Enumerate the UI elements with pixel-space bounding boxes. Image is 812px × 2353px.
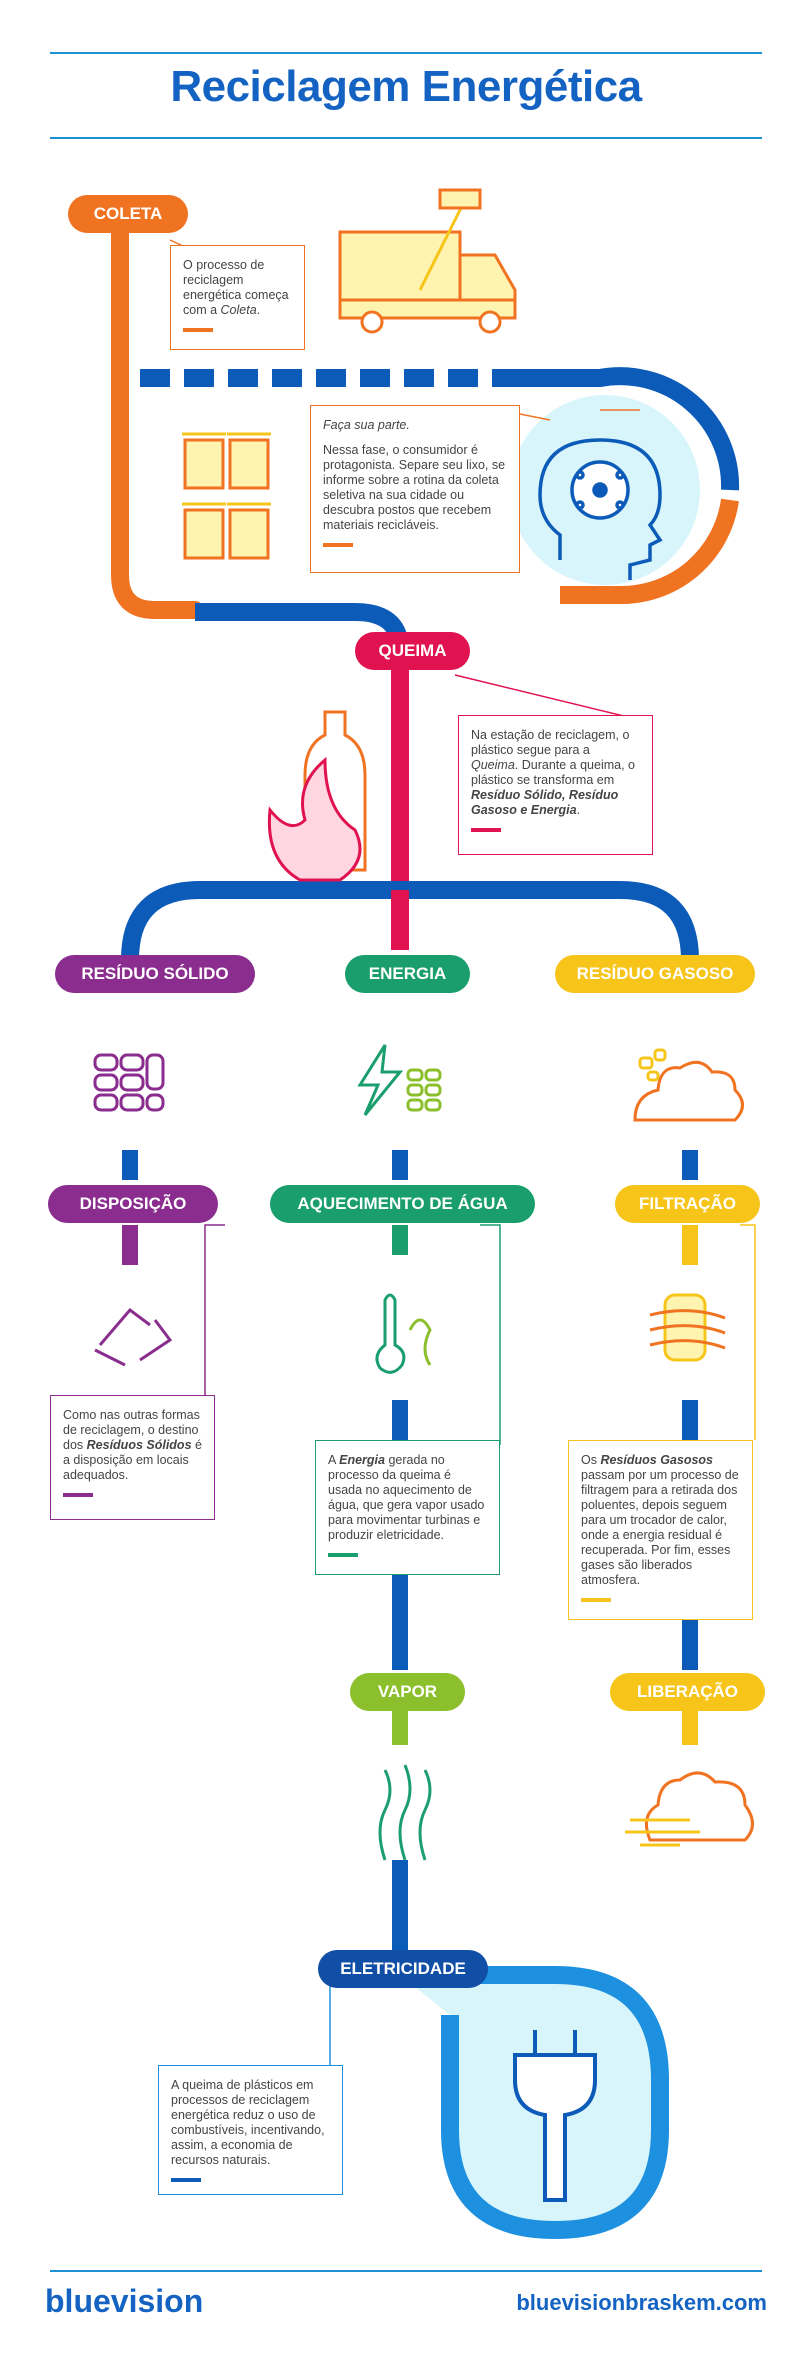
brain-head-icon: [538, 438, 663, 580]
header-rule-top: [50, 52, 762, 54]
site-url-link[interactable]: bluevisionbraskem.com: [516, 2290, 767, 2315]
coleta-arc-orange: [560, 498, 739, 605]
page-title: Reciclagem Energética: [170, 62, 642, 111]
coleta-arc: [495, 367, 740, 491]
bluevision-logo: bluevision: [45, 2283, 204, 2319]
step-queima: QUEIMA: [355, 632, 470, 670]
filtracao-textbox: Os Resíduos Gasosos passam por um proces…: [568, 1440, 753, 1620]
step-energia: ENERGIA: [345, 955, 470, 993]
footer-rule: [50, 2270, 762, 2272]
eletricidade-textbox: A queima de plásticos em processos de re…: [158, 2065, 343, 2195]
step-disposicao: DISPOSIÇÃO: [48, 1185, 218, 1223]
step-residuo-solido: RESÍDUO SÓLIDO: [55, 955, 255, 993]
step-liberacao: LIBERAÇÃO: [610, 1673, 765, 1711]
thermometer-icon: [375, 1293, 432, 1374]
queima-textbox: Na estação de reciclagem, o plástico seg…: [458, 715, 653, 855]
gas-cloud-icon: [633, 1048, 744, 1122]
step-residuo-gasoso: RESÍDUO GASOSO: [555, 955, 755, 993]
faca-sua-parte-textbox: Faça sua parte. Nessa fase, o consumidor…: [310, 405, 520, 573]
header-rule-bottom: [50, 137, 762, 139]
electric-plug-icon: [513, 2030, 597, 2202]
steam-icon: [378, 1764, 432, 1861]
step-eletricidade: ELETRICIDADE: [318, 1950, 488, 1988]
fire-bottle-icon: [267, 710, 367, 882]
wind-cloud-icon: [625, 1771, 754, 1847]
recycle-bins-icon: [182, 432, 271, 560]
step-vapor: VAPOR: [350, 1673, 465, 1711]
aquecimento-textbox: A Energia gerada no processo da queima é…: [315, 1440, 500, 1575]
branch-line: [121, 881, 699, 961]
coleta-textbox: O processo de reciclagem energética come…: [170, 245, 305, 350]
step-filtracao: FILTRAÇÃO: [615, 1185, 760, 1223]
recycle-arrows-icon: [94, 1307, 173, 1367]
coleta-flow-line: [111, 206, 204, 619]
solid-residue-icon: [93, 1053, 165, 1112]
energy-bolt-icon: [357, 1044, 442, 1116]
truck-icon: [338, 188, 517, 334]
step-coleta: COLETA: [68, 195, 188, 233]
step-aquecimento-de-agua: AQUECIMENTO DE ÁGUA: [270, 1185, 535, 1223]
disposicao-textbox: Como nas outras formas de reciclagem, o …: [50, 1395, 215, 1520]
filter-icon: [649, 1293, 726, 1362]
